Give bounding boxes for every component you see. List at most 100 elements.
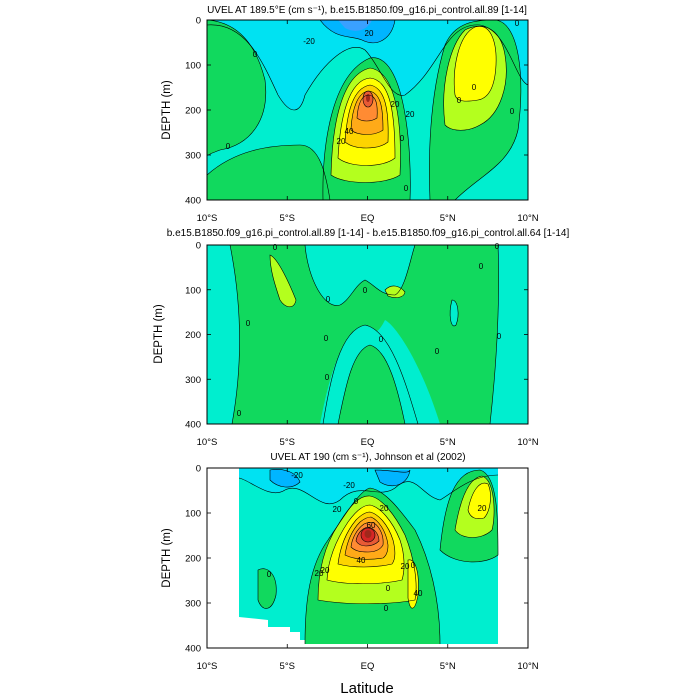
panel-3-pos-south-blob <box>258 568 277 609</box>
panel-3-y-tick-label: 400 <box>185 644 201 655</box>
panel-1-y-tick-label: 200 <box>185 106 201 117</box>
panel-1-pos-south-band-low <box>207 145 330 200</box>
panel-3-nec-20 <box>468 483 491 519</box>
panel-3-contour-label: -20 <box>343 481 355 490</box>
panel-3-contour-label: 20 <box>478 504 487 513</box>
panel-2-contour-label: 0 <box>273 243 278 252</box>
panel-3-contour-label: 20 <box>315 569 324 578</box>
panel-3-contour-label: 0 <box>411 561 416 570</box>
panel-2-contour-lines <box>229 245 499 424</box>
panel-2-contour-label: 0 <box>379 335 384 344</box>
panel-3-x-tick-label: 5°N <box>440 661 456 672</box>
panel-1-contour-label: 0 <box>457 96 462 105</box>
panel-3-contour-label: 0 <box>267 570 272 579</box>
panel-1-neg-20-band <box>207 20 528 110</box>
panel-2-contour-label: 0 <box>324 334 329 343</box>
panel-1-x-tick-label: 5°N <box>440 213 456 224</box>
panel-2-contour-label: 0 <box>326 295 331 304</box>
panel-1-pos-south-band <box>207 20 266 156</box>
panel-1-contour-label: 0 <box>253 50 258 59</box>
panel-2-y-tick-label: 0 <box>196 241 201 252</box>
panel-2-x-tick-label: 5°S <box>280 437 295 448</box>
panel-3-neg-20-band <box>239 468 498 504</box>
panel-3-x-tick-label: 10°N <box>517 661 538 672</box>
panel-2-x-tick-label: 10°N <box>517 437 538 448</box>
panel-3-x-axis-label: Latitude <box>340 680 393 697</box>
panel-3-y-tick-label: 300 <box>185 599 201 610</box>
panel-1-contour-label: 40 <box>345 127 354 136</box>
panel-3-contour-label: -20 <box>291 471 303 480</box>
panel-2-center-pos <box>338 345 405 424</box>
panel-2-y-axis-label: DEPTH (m) <box>153 304 165 364</box>
panel-3-y-tick-label: 100 <box>185 509 201 520</box>
panel-1-euc-core <box>366 94 370 102</box>
panel-1-contour-label: 20 <box>337 137 346 146</box>
panel-1-contour-label: 0 <box>515 19 520 28</box>
panel-1-contour-label: 20 <box>391 100 400 109</box>
panel-1-contour-label: 20 <box>365 29 374 38</box>
panel-3-contour-lines <box>238 469 499 645</box>
panel-2-contour-label: 0 <box>246 319 251 328</box>
panel-2-x-tick-label: 10°S <box>197 437 218 448</box>
panel-2-contour-label: 0 <box>479 262 484 271</box>
panel-1-x-tick-label: EQ <box>361 213 375 224</box>
panel-2-title: b.e15.B1850.f09_g16.pi_control.all.89 [1… <box>167 228 570 239</box>
panel-1-title: UVEL AT 189.5°E (cm s⁻¹), b.e15.B1850.f0… <box>207 5 527 16</box>
panel-2-contour-label: 0 <box>363 286 368 295</box>
panel-2-y-tick-label: 400 <box>185 420 201 431</box>
panel-2-x-tick-label: EQ <box>361 437 375 448</box>
panel-2-difference: b.e15.B1850.f09_g16.pi_control.all.89 [1… <box>153 228 570 425</box>
panel-1-contour-label: 0 <box>400 134 405 143</box>
panel-1-neg-40-band <box>338 20 372 31</box>
panel-3-contour-label: 20 <box>333 505 342 514</box>
panel-3-euc-core <box>364 530 372 538</box>
panel-1-y-tick-label: 0 <box>196 16 201 27</box>
panel-3-contour-label: 20 <box>321 566 330 575</box>
panel-3-neg-30-blob-2 <box>375 470 410 486</box>
panel-3-observations: UVEL AT 190 (cm s⁻¹), Johnson et al (200… <box>161 452 529 697</box>
panel-2-contour-label: 0 <box>495 242 500 251</box>
panel-1-contour-label: -20 <box>303 37 315 46</box>
panel-3-x-tick-label: 10°S <box>197 661 218 672</box>
panel-3-contour-label: 20 <box>401 562 410 571</box>
panel-3-title: UVEL AT 190 (cm s⁻¹), Johnson et al (200… <box>270 452 465 463</box>
panel-3-contour-label: 0 <box>384 604 389 613</box>
panel-1-y-axis-label: DEPTH (m) <box>161 80 173 140</box>
panel-2-west-bump <box>270 255 296 307</box>
panel-1-x-tick-label: 10°S <box>197 213 218 224</box>
panel-1-contour-label: 0 <box>226 142 231 151</box>
panel-2-east-edge-neg <box>490 245 528 424</box>
panel-2-contour-label: 0 <box>497 332 502 341</box>
panel-3-contour-label: 40 <box>357 556 366 565</box>
panel-1-contour-lines <box>207 20 528 200</box>
panel-2-contour-label: 0 <box>435 347 440 356</box>
panel-1-neg-30-band <box>320 20 395 43</box>
panel-3-contour-label: 60 <box>367 521 376 530</box>
panel-3-x-tick-label: 5°S <box>280 661 295 672</box>
panel-3-y-tick-label: 200 <box>185 554 201 565</box>
panel-3-contour-label: 20 <box>380 504 389 513</box>
generated-marks: 10°S 5°S EQ 5°N 10°N0100200300400-2020002020… <box>185 16 539 673</box>
panel-2-y-tick-label: 200 <box>185 330 201 341</box>
panel-2-x-tick-label: 5°N <box>440 437 456 448</box>
panel-3-y-tick-label: 0 <box>196 464 201 475</box>
panel-2-contour-label: 0 <box>325 373 330 382</box>
panel-2-y-tick-label: 300 <box>185 375 201 386</box>
panel-3-contour-label: 0 <box>354 497 359 506</box>
panel-3-contour-label: 40 <box>414 589 423 598</box>
panel-3-contour-label: 0 <box>386 584 391 593</box>
panel-1-y-tick-label: 100 <box>185 61 201 72</box>
panel-2-y-tick-label: 100 <box>185 285 201 296</box>
panel-2-contour-fill <box>207 245 528 424</box>
panel-1-y-tick-label: 300 <box>185 151 201 162</box>
panel-1-x-tick-label: 5°S <box>280 213 295 224</box>
panel-1-model-uvel: UVEL AT 189.5°E (cm s⁻¹), b.e15.B1850.f0… <box>161 5 529 201</box>
panel-3-contour-fill <box>239 468 498 644</box>
panel-1-x-tick-label: 10°N <box>517 213 538 224</box>
panel-3-neg-30-blob-1 <box>270 469 300 488</box>
panel-1-contour-fill <box>207 20 528 200</box>
panel-1-contour-label: 0 <box>510 107 515 116</box>
panel-1-contour-label: 0 <box>404 184 409 193</box>
panel-1-contour-label: 0 <box>472 83 477 92</box>
